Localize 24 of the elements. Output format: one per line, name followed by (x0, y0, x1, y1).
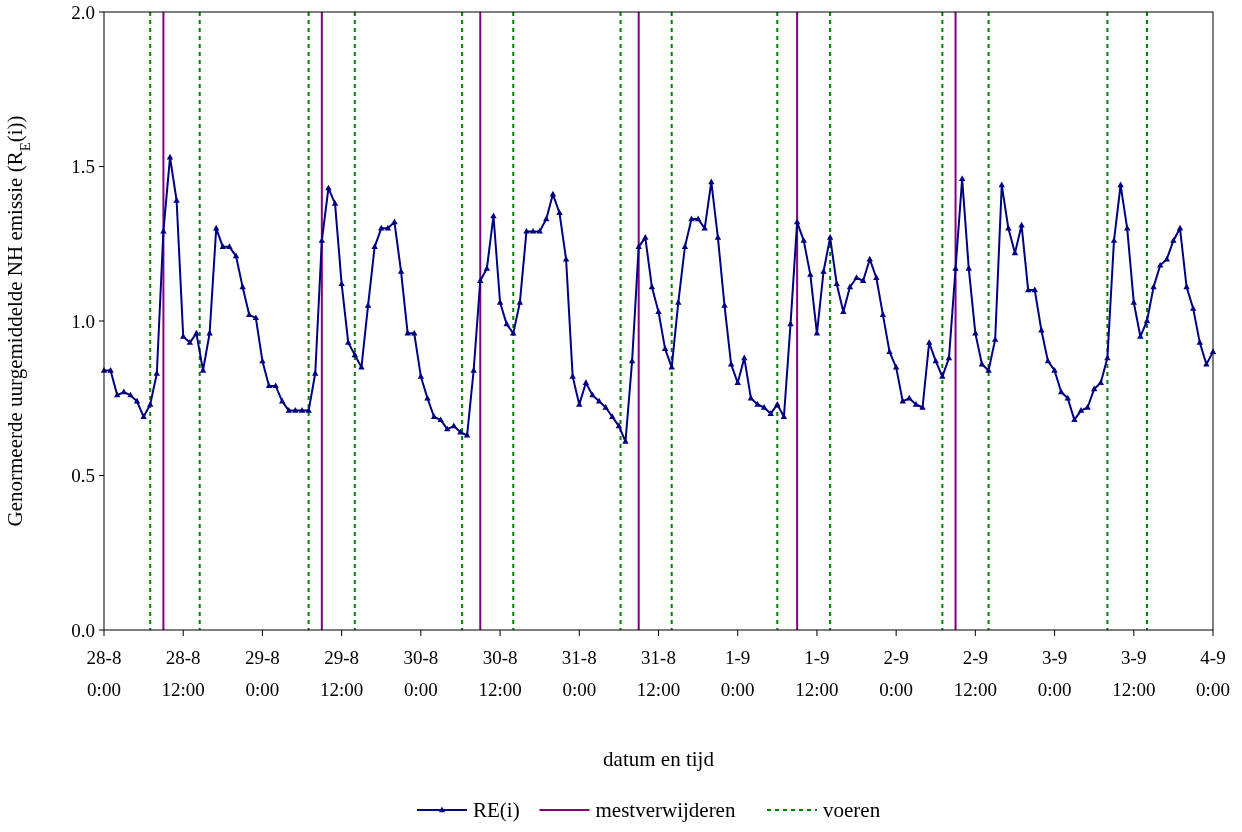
legend-label: voeren (823, 798, 881, 823)
x-tick-label: 30-8 12:00 (478, 647, 522, 700)
x-tick-label: 30-8 0:00 (403, 647, 439, 700)
y-tick-label: 0.0 (71, 619, 95, 641)
x-tick-label: 29-8 12:00 (320, 647, 364, 700)
x-tick-label: 2-9 12:00 (953, 647, 997, 700)
y-tick-label: 2.0 (71, 1, 95, 23)
x-tick-label: 28-8 12:00 (161, 647, 205, 700)
y-tick-label: 1.5 (71, 156, 95, 178)
x-tick-label: 3-9 0:00 (1037, 647, 1072, 700)
x-tick-label: 2-9 0:00 (879, 647, 914, 700)
legend-label: RE(i) (473, 798, 520, 823)
x-axis-title: datum en tijd (603, 747, 715, 771)
x-tick-label: 31-8 12:00 (636, 647, 681, 700)
x-tick-label: 28-8 0:00 (86, 647, 122, 700)
x-tick-label: 1-9 12:00 (795, 647, 839, 700)
x-tick-label: 29-8 0:00 (245, 647, 280, 700)
x-tick-label: 3-9 12:00 (1112, 647, 1156, 700)
x-tick-label: 1-9 0:00 (720, 647, 755, 700)
x-tick-label: 4-9 0:00 (1196, 647, 1230, 700)
legend-label: mestverwijderen (595, 798, 736, 823)
y-tick-label: 1.0 (71, 310, 95, 332)
y-tick-label: 0.5 (71, 465, 95, 487)
x-tick-label: 31-8 0:00 (561, 647, 597, 700)
